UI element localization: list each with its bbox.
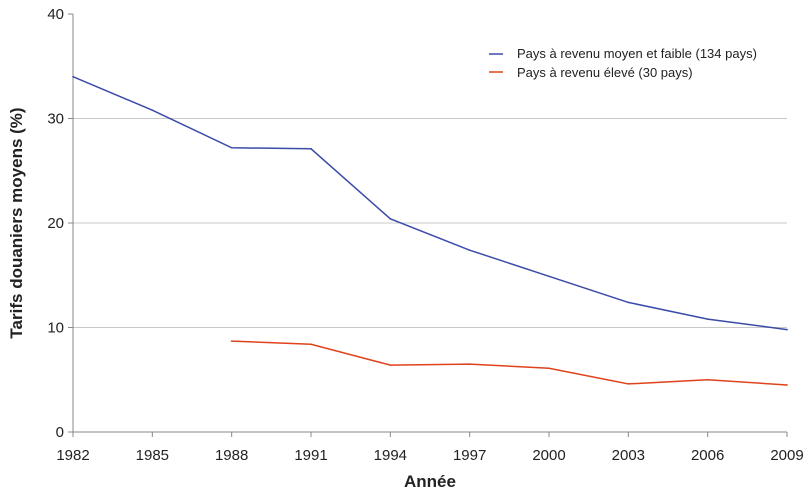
data-point-series-0 (468, 249, 471, 251)
y-tick-label: 30 (47, 111, 64, 128)
tick-labels: 0 10 20 30 40 1982 1985 1988 1991 1994 1997 2000 200… (47, 6, 803, 464)
data-point-series-1 (230, 340, 233, 342)
x-tick-label: 1985 (136, 447, 169, 464)
data-point-series-1 (310, 343, 312, 346)
x-tick-label: 2003 (612, 447, 645, 464)
y-tick-label: 40 (47, 6, 64, 23)
x-axis-label: Année (404, 472, 456, 491)
data-point-series-1 (706, 378, 709, 381)
y-tick-label: 10 (47, 320, 64, 337)
x-tick-label: 2009 (770, 447, 803, 464)
legend: Pays à revenu moyen et faible (134 pays)… (489, 46, 757, 80)
series-line-1 (231, 340, 788, 386)
y-tick-label: 20 (47, 215, 64, 232)
data-point-series-1 (627, 383, 630, 385)
data-point-series-0 (786, 328, 788, 331)
axes (68, 13, 788, 437)
data-point-series-0 (706, 318, 709, 320)
x-tick-label: 2000 (532, 447, 565, 464)
x-tick-label: 2006 (691, 447, 724, 464)
y-tick-label: 0 (56, 424, 64, 441)
data-point-series-0 (389, 218, 392, 220)
x-tick-label: 1997 (453, 447, 486, 464)
x-tick-label: 1994 (374, 447, 407, 464)
series-lines (72, 75, 788, 386)
data-point-series-1 (468, 363, 471, 365)
x-tick-label: 1991 (294, 447, 327, 464)
data-point-series-0 (151, 109, 154, 111)
data-point-series-0 (310, 148, 312, 150)
data-point-series-0 (230, 146, 233, 149)
data-point-series-1 (389, 364, 392, 366)
data-point-series-0 (548, 275, 550, 278)
legend-label-series-1: Pays à revenu élevé (30 pays) (517, 65, 693, 80)
x-tick-label: 1982 (56, 447, 89, 464)
legend-label-series-0: Pays à revenu moyen et faible (134 pays) (517, 46, 757, 61)
y-axis-label: Tarifs douaniers moyens (%) (7, 107, 26, 338)
x-tick-label: 1988 (215, 447, 248, 464)
data-point-series-0 (72, 75, 74, 78)
data-point-series-0 (627, 301, 630, 304)
data-point-series-1 (548, 367, 550, 370)
series-line-0 (72, 76, 788, 331)
gridlines (73, 118, 787, 328)
data-point-series-1 (786, 384, 788, 386)
